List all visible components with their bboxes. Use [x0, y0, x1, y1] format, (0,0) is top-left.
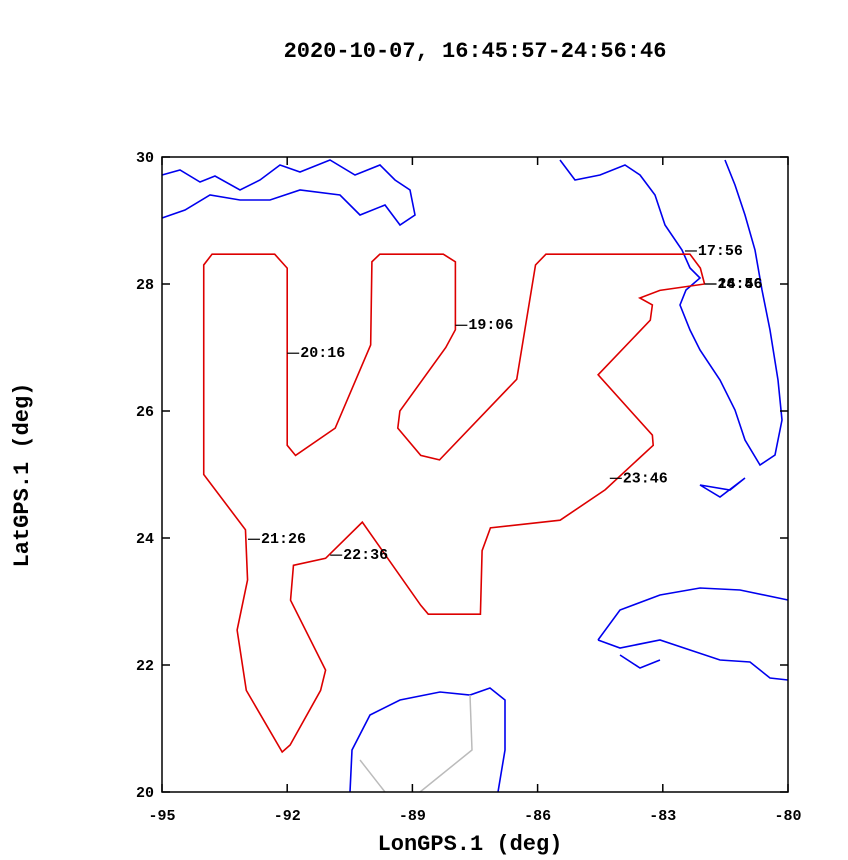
time-label: 24:56 [718, 276, 763, 293]
chart-title: 2020-10-07, 16:45:57-24:56:46 [284, 39, 667, 64]
flight-track [202, 253, 706, 754]
x-tick-label: -83 [649, 808, 676, 825]
y-tick-label: 28 [136, 277, 154, 294]
x-tick-label: -92 [274, 808, 301, 825]
y-tick-label: 20 [136, 785, 154, 802]
time-label: 21:26 [261, 531, 306, 548]
time-label: 23:46 [623, 470, 668, 487]
y-tick-label: 30 [136, 150, 154, 167]
y-axis-label: LatGPS.1 (deg) [10, 383, 35, 568]
time-label: 19:06 [468, 317, 513, 334]
x-tick-label: -95 [148, 808, 175, 825]
y-tick-label: 26 [136, 404, 154, 421]
x-axis-label: LonGPS.1 (deg) [378, 832, 563, 857]
x-tick-label: -80 [774, 808, 801, 825]
y-tick-label: 24 [136, 531, 154, 548]
x-tick-label: -86 [524, 808, 551, 825]
coastlines [161, 159, 789, 793]
time-label: 16:46 [718, 276, 763, 293]
x-tick-label: -89 [399, 808, 426, 825]
time-label: 17:56 [698, 243, 743, 260]
plot-frame [161, 156, 789, 793]
time-label: 20:16 [300, 345, 345, 362]
time-label: 22:36 [343, 547, 388, 564]
y-tick-label: 22 [136, 658, 154, 675]
